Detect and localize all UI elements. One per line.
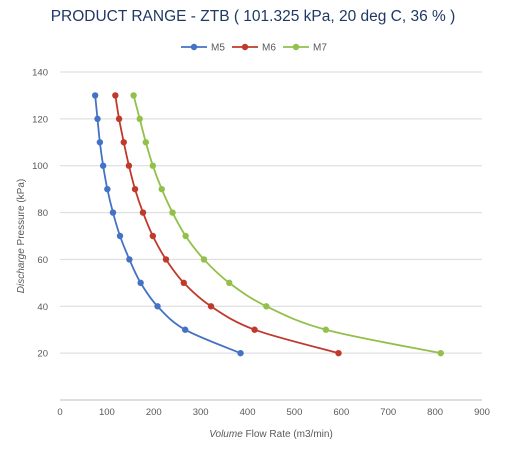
y-tick-label: 80 xyxy=(37,208,48,219)
y-tick-label: 100 xyxy=(32,161,48,172)
data-point-m5 xyxy=(109,209,117,216)
x-tick-label: 600 xyxy=(333,407,349,418)
data-point-m7 xyxy=(182,232,189,240)
data-point-m5 xyxy=(237,349,244,357)
data-point-m5 xyxy=(99,162,107,169)
series-line-m7 xyxy=(132,95,441,355)
y-tick-label: 20 xyxy=(37,349,48,360)
legend-label-m6: M6 xyxy=(262,43,276,54)
data-point-m7 xyxy=(263,303,270,310)
data-point-m7 xyxy=(200,256,208,263)
data-point-m5 xyxy=(154,303,161,310)
y-tick-label: 40 xyxy=(37,302,48,313)
data-point-m5 xyxy=(181,326,189,333)
data-point-m5 xyxy=(94,115,101,123)
data-point-m7 xyxy=(226,279,233,287)
data-point-m5 xyxy=(116,232,124,240)
data-point-m7 xyxy=(169,209,176,216)
data-point-m6 xyxy=(207,303,215,310)
x-tick-label: 0 xyxy=(57,407,62,418)
data-point-m6 xyxy=(335,349,342,357)
data-point-m7 xyxy=(142,139,150,146)
data-point-m7 xyxy=(149,162,157,169)
series-line-m6 xyxy=(114,95,339,355)
data-point-m6 xyxy=(112,92,119,99)
x-tick-label: 200 xyxy=(146,407,162,418)
x-tick-label: 800 xyxy=(427,407,443,418)
x-tick-label: 300 xyxy=(193,407,209,418)
data-point-m6 xyxy=(115,115,123,123)
data-point-m6 xyxy=(251,326,258,333)
data-point-m7 xyxy=(158,185,165,193)
x-axis-title: Volume Flow Rate (m3/min) xyxy=(209,429,333,440)
data-point-m5 xyxy=(126,256,133,263)
data-point-m7 xyxy=(130,92,137,99)
data-point-m5 xyxy=(137,279,144,287)
data-point-m6 xyxy=(162,256,170,263)
x-tick-label: 900 xyxy=(474,407,490,418)
data-point-m6 xyxy=(120,139,127,146)
data-point-m7 xyxy=(437,349,444,357)
chart-title: PRODUCT RANGE - ZTB ( 101.325 kPa, 20 de… xyxy=(50,8,456,25)
data-point-m6 xyxy=(149,232,157,240)
data-point-m6 xyxy=(180,279,187,287)
x-tick-label: 400 xyxy=(240,407,256,418)
x-tick-label: 500 xyxy=(287,407,303,418)
data-point-m5 xyxy=(96,139,104,146)
legend-marker-m5 xyxy=(190,43,198,51)
x-tick-label: 100 xyxy=(99,407,115,418)
y-tick-label: 120 xyxy=(32,114,48,125)
series-line-m5 xyxy=(94,95,241,354)
legend-label-m5: M5 xyxy=(211,43,225,54)
y-tick-label: 60 xyxy=(37,255,48,266)
x-tick-label: 700 xyxy=(380,407,396,418)
data-point-m7 xyxy=(322,326,330,333)
y-tick-label: 140 xyxy=(32,68,48,79)
data-point-m6 xyxy=(131,185,139,193)
legend-marker-m7 xyxy=(292,43,300,51)
legend-label-m7: M7 xyxy=(313,43,327,54)
data-point-m5 xyxy=(91,92,99,99)
data-point-m6 xyxy=(139,209,147,216)
data-point-m7 xyxy=(136,115,143,123)
legend-marker-m6 xyxy=(241,43,249,51)
y-axis-title: Discharge Pressure (kPa) xyxy=(16,179,27,294)
data-point-m6 xyxy=(125,162,133,169)
data-point-m5 xyxy=(104,185,111,193)
